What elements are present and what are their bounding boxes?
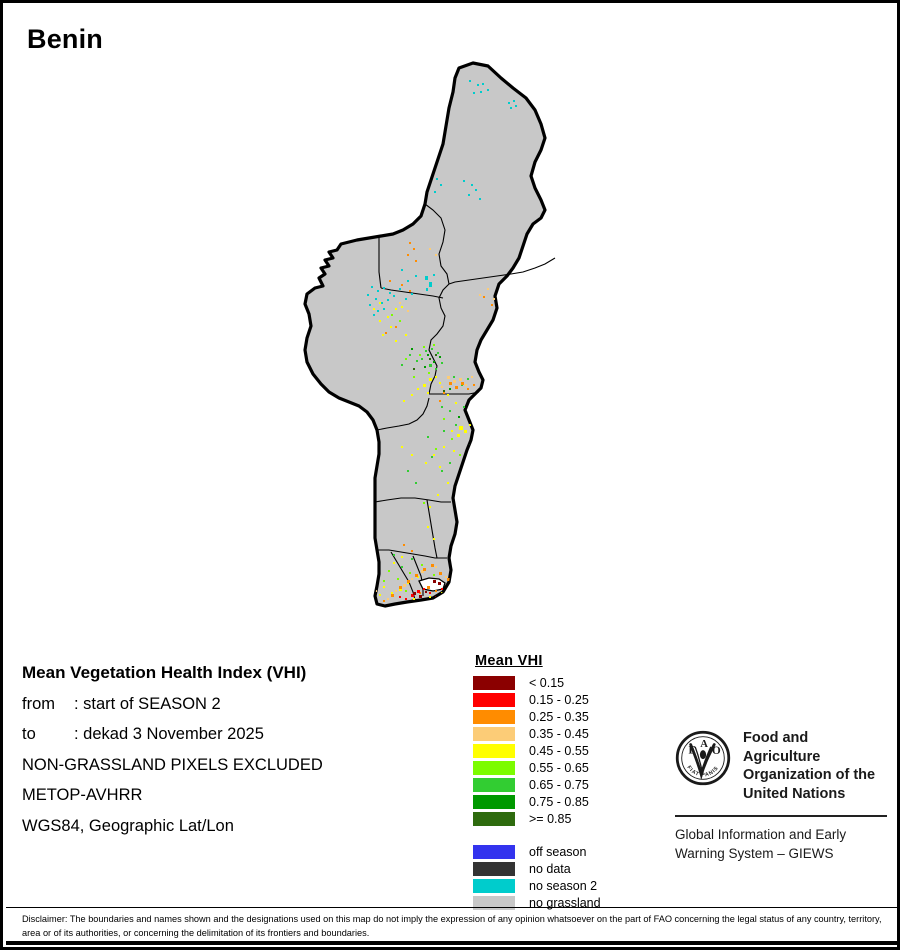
legend-swatch <box>473 692 515 707</box>
legend-label: off season <box>529 844 587 859</box>
legend-label: 0.75 - 0.85 <box>529 794 589 809</box>
metadata-from-row: from : start of SEASON 2 <box>22 689 442 720</box>
fao-header: F A O FIAT PANIS Food and Agriculture Or… <box>675 729 887 803</box>
disclaimer-text: Disclaimer: The boundaries and names sho… <box>22 914 882 938</box>
legend-swatch <box>473 760 515 775</box>
svg-text:O: O <box>712 745 721 757</box>
fao-org-line-3: United Nations <box>743 785 846 802</box>
fao-org-line-1: Food and Agriculture <box>743 730 821 765</box>
from-value: : start of SEASON 2 <box>74 694 221 713</box>
giews-system-name: Global Information and Early Warning Sys… <box>675 826 887 863</box>
legend-swatch <box>473 726 515 741</box>
legend-item: 0.25 - 0.35 <box>473 708 643 725</box>
legend-item: 0.65 - 0.75 <box>473 776 643 793</box>
legend-swatch <box>473 709 515 724</box>
legend-label: no season 2 <box>529 878 598 893</box>
map-legend: Mean VHI < 0.15 0.15 - 0.25 0.25 - 0.35 … <box>473 653 643 911</box>
disclaimer-divider <box>6 907 900 908</box>
legend-label: no grassland <box>529 895 601 910</box>
to-label: to <box>22 725 36 743</box>
bottom-bar <box>6 941 900 945</box>
legend-status-item: no season 2 <box>473 877 643 894</box>
legend-swatch <box>473 777 515 792</box>
fao-branding: F A O FIAT PANIS Food and Agriculture Or… <box>675 729 887 863</box>
legend-swatch <box>473 878 515 893</box>
map-canvas <box>283 58 623 633</box>
page-title: Benin <box>27 24 104 54</box>
legend-item: 0.45 - 0.55 <box>473 742 643 759</box>
from-label: from <box>22 694 55 713</box>
pixels-vhi-below-015 <box>413 580 441 598</box>
legend-item: 0.75 - 0.85 <box>473 793 643 810</box>
legend-item: 0.15 - 0.25 <box>473 691 643 708</box>
metadata-projection: WGS84, Geographic Lat/Lon <box>22 816 234 835</box>
legend-status-item: off season <box>473 843 643 860</box>
legend-swatch <box>473 811 515 826</box>
legend-swatch <box>473 895 515 910</box>
benin-map <box>303 61 556 608</box>
legend-title: Mean VHI <box>475 653 543 669</box>
legend-swatch <box>473 794 515 809</box>
to-value: : dekad 3 November 2025 <box>74 725 264 743</box>
legend-swatch <box>473 861 515 876</box>
metadata-sensor: METOP-AVHRR <box>22 786 143 804</box>
svg-text:F: F <box>688 745 695 757</box>
legend-swatch <box>473 675 515 690</box>
giews-line-1: Global Information and Early <box>675 827 847 842</box>
giews-line-2: Warning System – GIEWS <box>675 845 834 861</box>
legend-label: no data <box>529 861 571 876</box>
pixels-vhi-above-085 <box>413 354 445 392</box>
legend-swatch <box>473 743 515 758</box>
pixels-vhi-055-065 <box>383 314 461 592</box>
legend-label: 0.65 - 0.75 <box>529 777 589 792</box>
metadata-heading: Mean Vegetation Health Index (VHI) <box>22 663 307 682</box>
legend-label: 0.55 - 0.65 <box>529 760 589 775</box>
fao-logo-icon: F A O FIAT PANIS <box>675 730 731 786</box>
fao-organization-name: Food and Agriculture Organization of the… <box>743 729 887 803</box>
legend-item: 0.35 - 0.45 <box>473 725 643 742</box>
svg-text:A: A <box>700 739 708 750</box>
metadata-to-row: to : dekad 3 November 2025 <box>22 719 442 750</box>
fao-org-line-2: Organization of the <box>743 767 876 783</box>
legend-item: < 0.15 <box>473 674 643 691</box>
legend-label: 0.35 - 0.45 <box>529 726 589 741</box>
legend-label: 0.25 - 0.35 <box>529 709 589 724</box>
legend-label: < 0.15 <box>529 675 565 690</box>
legend-status-item: no data <box>473 860 643 877</box>
legend-item: 0.55 - 0.65 <box>473 759 643 776</box>
legend-spacer <box>473 827 643 843</box>
legend-status-item: no grassland <box>473 894 643 911</box>
legend-label: 0.15 - 0.25 <box>529 692 589 707</box>
country-landmass <box>303 61 547 608</box>
legend-label: 0.45 - 0.55 <box>529 743 589 758</box>
legend-item: >= 0.85 <box>473 810 643 827</box>
metadata-pixels-note: NON-GRASSLAND PIXELS EXCLUDED <box>22 755 323 774</box>
fao-divider <box>675 815 887 817</box>
legend-swatch <box>473 844 515 859</box>
legend-label: >= 0.85 <box>529 811 572 826</box>
map-metadata: Mean Vegetation Health Index (VHI) from:… <box>22 658 442 841</box>
